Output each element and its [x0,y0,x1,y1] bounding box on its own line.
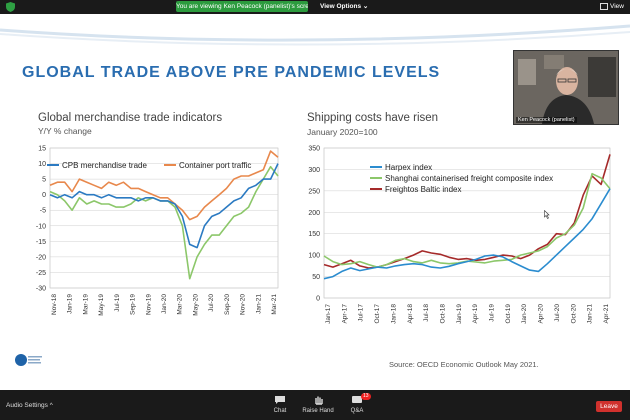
chart1-legend-label-0: CPB merchandise trade [62,161,147,170]
view-options-button[interactable]: View Options ⌄ [320,3,369,10]
grid-icon [600,2,608,10]
chart1-y-tick-label: 0 [42,192,46,199]
chart2-y-tick-label: 300 [308,167,320,174]
chart1-x-tick-label: Jan-19 [67,294,74,314]
chart2-x-tick-label: Apr-21 [603,304,610,324]
chart2-series-line-0 [323,188,611,280]
qa-badge: 13 [361,393,371,400]
chart1-x-tick-label: Sep-20 [224,294,231,315]
chart1-x-tick-label: Mar-21 [271,294,278,315]
chart2-y-tick-label: 0 [316,296,320,303]
qa-button[interactable]: 13 Q&A [337,393,377,414]
chart2-x-tick-label: Jan-19 [456,304,463,324]
participant-name: Ken Peacock (panelist) [516,117,577,123]
chart1-x-tick-label: Nov-20 [240,294,247,315]
chat-button[interactable]: Chat [260,395,300,414]
hand-icon [315,396,323,405]
leave-button[interactable]: Leave [596,401,622,412]
chart2-y-tick-label: 350 [308,146,320,153]
chart1-x-tick-label: Jan-21 [255,294,262,314]
slide-header-decoration [0,24,630,46]
speaker-video-tile[interactable]: Ken Peacock (panelist) [513,50,619,125]
chart1-y-tick-label: -15 [36,239,46,246]
chart2-x-tick-label: Jul-17 [358,304,365,322]
shield-icon[interactable] [6,2,15,12]
chart1-y-tick-label: -30 [36,286,46,293]
chart1-x-tick-label: Mar-20 [177,294,184,315]
chat-label: Chat [273,408,287,414]
chart1-y-tick-label: 10 [38,161,46,168]
chart-1-title: Global merchandise trade indicators [38,112,223,124]
raise-hand-button[interactable]: Raise Hand [298,395,338,414]
chart2-x-tick-label: Oct-19 [505,304,512,324]
qa-icon [352,396,362,403]
chart1-x-tick-label: May-20 [192,294,199,316]
chart1-x-tick-label: Jan-20 [161,294,168,314]
chart1-y-tick-label: 15 [38,146,46,153]
chart2-x-tick-label: Apr-19 [472,304,479,324]
chart2-x-tick-label: Jul-18 [423,304,430,322]
qa-label: Q&A [350,408,364,414]
chart2-plot-frame [323,147,611,299]
source-note: Source: OECD Economic Outlook May 2021. [389,360,539,369]
meeting-top-bar: You are viewing Ken Peacock (panelist)'s… [0,0,630,14]
chart2-legend-label-0: Harpex index [385,163,432,172]
chart1-legend-label-1: Container port traffic [179,161,251,170]
chart2-x-tick-label: Jan-17 [325,304,332,324]
chart1-series-line-1 [49,150,279,221]
chart2-x-tick-label: Jul-20 [554,304,561,322]
chart2-y-tick-label: 50 [312,274,320,281]
raise-hand-label: Raise Hand [302,408,334,414]
chart1-x-tick-label: Nov-18 [51,294,58,315]
oecd-logo [15,354,42,366]
chart-shipping-costs: 350 300 250 200 150 100 50 0 Jan-17 Apr-17 Jul-17 O… [308,146,611,324]
viewing-banner: You are viewing Ken Peacock (panelist)'s… [176,1,308,12]
chart2-x-tick-label: Apr-18 [407,304,414,324]
chart2-legend-label-2: Freightos Baltic index [385,185,461,194]
chart2-x-tick-label: Jul-19 [489,304,496,322]
chart1-y-tick-label: -25 [36,270,46,277]
chart2-y-tick-label: 150 [308,231,320,238]
chart2-y-tick-label: 250 [308,188,320,195]
chart2-y-tick-label: 100 [308,253,320,260]
chart1-x-tick-label: Mar-19 [82,294,89,315]
chart2-legend-label-1: Shanghai containerised freight composite… [385,174,553,183]
slide-title: GLOBAL TRADE ABOVE PRE PANDEMIC LEVELS [22,64,441,81]
chart2-x-tick-label: Apr-17 [341,304,348,324]
chart1-x-tick-label: May-19 [98,294,105,316]
chart2-series-line-2 [323,154,611,269]
view-button[interactable]: View [600,1,624,12]
chart2-x-tick-label: Jan-21 [587,304,594,324]
chart1-y-tick-label: 5 [42,177,46,184]
chart1-x-tick-label: Jul-20 [208,294,215,312]
chart-1-subtitle: Y/Y % change [38,126,92,136]
chart2-x-tick-label: Oct-20 [570,304,577,324]
chat-icon [275,396,285,404]
chart1-series-line-0 [49,163,279,249]
speaker-video-feed [514,51,618,124]
chart1-y-tick-label: -10 [36,223,46,230]
chart2-x-tick-label: Jan-20 [521,304,528,324]
chart1-x-tick-label: Nov-19 [145,294,152,315]
chart1-y-tick-label: -5 [40,208,46,215]
chart-2-subtitle: January 2020=100 [307,127,378,137]
audio-settings-button[interactable]: Audio Settings ^ [6,402,53,409]
view-button-label: View [610,3,624,10]
chart-2-title: Shipping costs have risen [307,112,439,124]
chart1-y-tick-label: -20 [36,254,46,261]
chart2-series-line-1 [323,172,611,268]
chart2-x-tick-label: Oct-17 [374,304,381,324]
chart2-x-tick-label: Oct-18 [439,304,446,324]
chart1-x-tick-label: Jul-19 [114,294,121,312]
chart2-x-tick-label: Apr-20 [538,304,545,324]
meeting-controls-bar: Audio Settings ^ Chat Raise Hand 13 Q&A … [0,390,630,420]
chart2-y-tick-label: 200 [308,210,320,217]
chart1-x-tick-label: Sep-19 [130,294,137,315]
chart2-x-tick-label: Jan-18 [390,304,397,324]
chart-merchandise-trade: 15 10 5 0 -5 -10 -15 -20 -25 -30 Nov-18 Jan-19 Mar-1… [36,146,279,316]
mouse-cursor-icon [544,210,550,219]
